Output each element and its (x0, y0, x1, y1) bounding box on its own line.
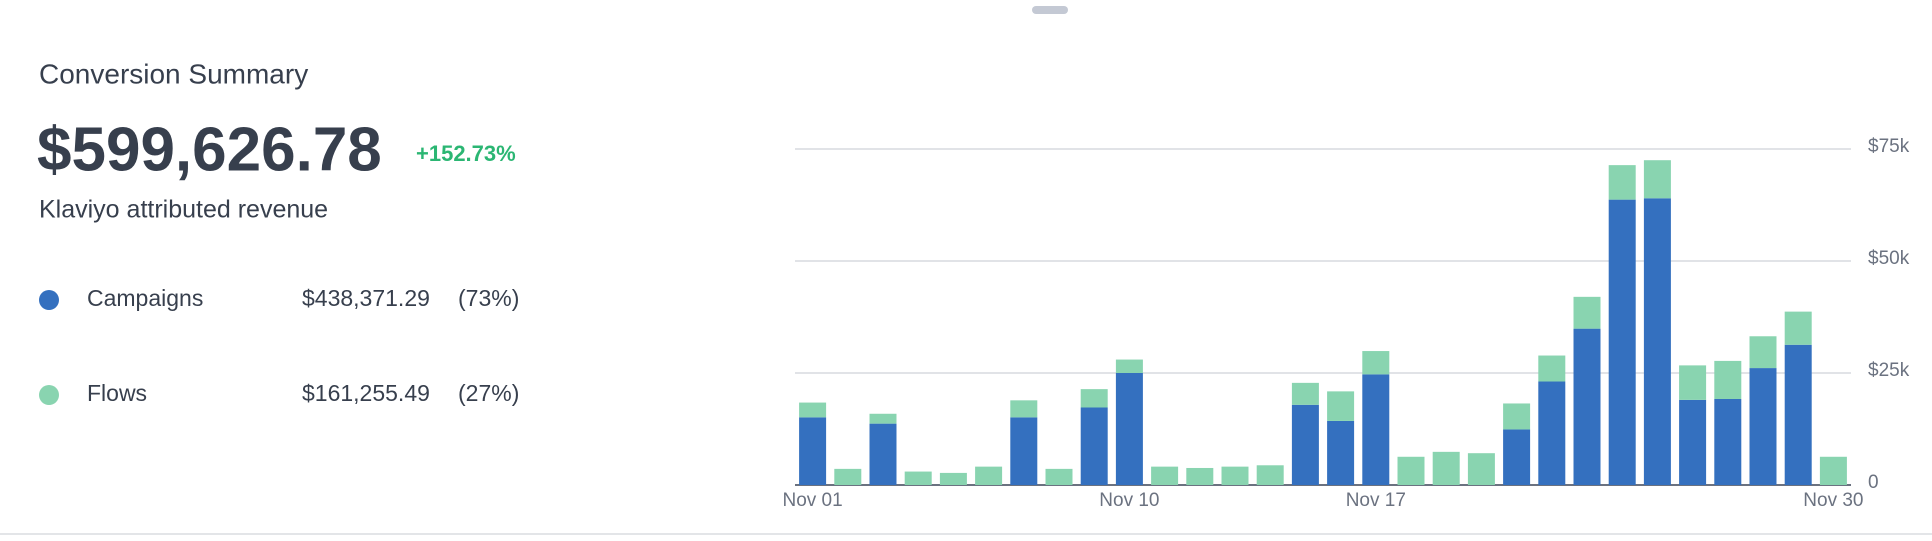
bar-segment (1115, 359, 1143, 373)
bar-segment (1503, 403, 1531, 430)
legend-dot (39, 385, 59, 405)
x-tick-label: Nov 10 (1099, 490, 1159, 511)
bar-segment (1186, 467, 1214, 485)
bar-segment (1749, 368, 1777, 485)
bar-segment (1151, 466, 1179, 485)
bar-segment (1608, 165, 1636, 200)
legend-share: (27%) (458, 380, 519, 406)
bar-segment (1080, 407, 1108, 485)
legend-amount: $161,255.49 (302, 380, 430, 406)
bar-segment (1080, 389, 1108, 408)
bar-segment (1503, 429, 1531, 485)
bar-segment (1538, 355, 1566, 382)
bar-segment (1679, 365, 1707, 400)
title: Conversion Summary (39, 58, 308, 89)
bar-segment (1643, 160, 1671, 199)
bar-segment (799, 402, 827, 418)
subtitle: Klaviyo attributed revenue (39, 196, 328, 224)
y-tick-label: $75k (1868, 136, 1910, 157)
bar-segment (1573, 296, 1601, 329)
bar-segment (939, 472, 967, 485)
bar-segment (1291, 382, 1319, 405)
bar-segment (1714, 360, 1742, 399)
bar-segment (1115, 373, 1143, 485)
chart: 0 $25k $50k $75k Nov 01 Nov 10 Nov 17 Nov 30 (782, 136, 1909, 511)
bar-segment (1221, 466, 1249, 485)
bar-segment (834, 468, 862, 485)
bar-segment (1538, 381, 1566, 485)
bar-segment (1010, 400, 1038, 418)
bar-segment (1327, 420, 1355, 485)
bar-segment (1643, 198, 1671, 485)
bar-segment (1819, 456, 1847, 485)
bar-segment (1397, 456, 1425, 485)
bar-segment (1784, 344, 1812, 485)
legend-amount: $438,371.29 (302, 285, 430, 311)
change: +152.73% (416, 141, 516, 166)
legend-share: (73%) (458, 285, 519, 311)
bar-segment (1327, 391, 1355, 421)
bar-segment (1010, 417, 1038, 485)
bar-segment (1045, 468, 1073, 485)
y-tick-label: $50k (1868, 248, 1910, 269)
bar-segment (1714, 398, 1742, 485)
bar-segment (1256, 465, 1284, 485)
bar-segment (1467, 453, 1495, 485)
legend-name: Flows (87, 380, 147, 406)
bar-segment (1362, 351, 1390, 375)
bar-segment (1291, 404, 1319, 485)
bar-segment (869, 423, 897, 485)
y-tick-label: 0 (1868, 472, 1879, 493)
drag-handle[interactable] (1032, 6, 1068, 14)
bar-segment (1749, 336, 1777, 369)
bar-segment (904, 471, 932, 485)
bar-segment (1608, 199, 1636, 485)
legend-dot (39, 290, 59, 310)
bar-segment (1573, 328, 1601, 485)
x-tick-label: Nov 30 (1803, 490, 1863, 511)
x-tick-label: Nov 01 (782, 490, 842, 511)
total-revenue: $599,626.78 (37, 115, 382, 184)
y-tick-label: $25k (1868, 360, 1910, 381)
bar-segment (1784, 311, 1812, 345)
bar-segment (1432, 451, 1460, 485)
bar-segment (1679, 399, 1707, 485)
x-tick-label: Nov 17 (1346, 490, 1406, 511)
legend-name: Campaigns (87, 285, 203, 311)
bar-segment (975, 466, 1003, 485)
legend: Campaigns $438,371.29 (73%) Flows $161,255.4… (39, 285, 519, 406)
bar-segment (799, 417, 827, 485)
bar-segment (1362, 374, 1390, 485)
bar-segment (869, 413, 897, 424)
